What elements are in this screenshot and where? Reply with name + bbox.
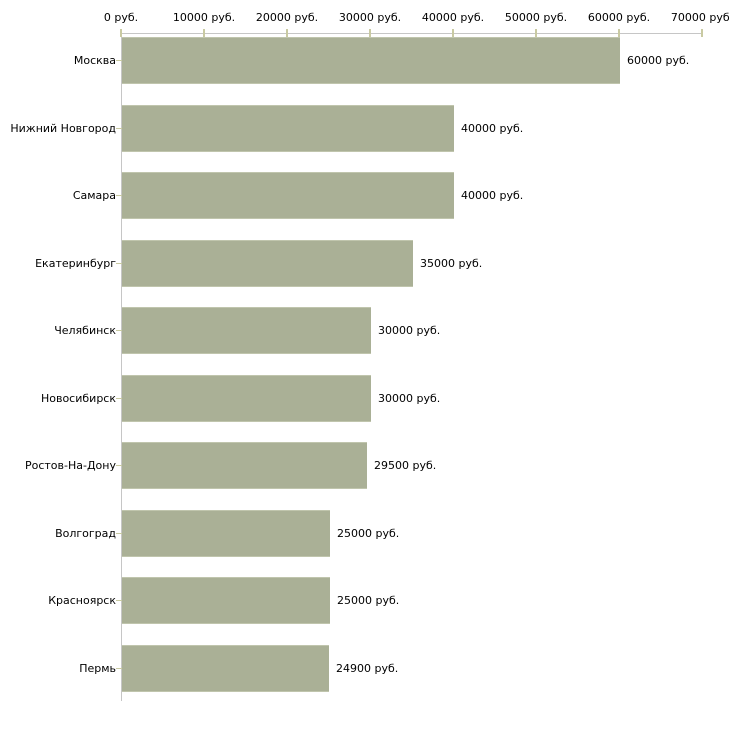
x-axis-tick-label: 60000 руб. — [587, 11, 651, 24]
value-label: 25000 руб. — [337, 527, 400, 540]
x-axis-tick — [286, 29, 288, 37]
bar — [122, 37, 620, 84]
x-axis-tick — [452, 29, 454, 37]
x-axis-tick-label: 0 руб. — [103, 11, 139, 24]
value-label: 60000 руб. — [627, 54, 690, 67]
x-axis-tick-label: 10000 руб. — [172, 11, 236, 24]
value-label: 35000 руб. — [420, 257, 483, 270]
value-label: 40000 руб. — [461, 122, 524, 135]
bar — [122, 645, 329, 692]
category-label: Новосибирск — [40, 392, 116, 405]
x-axis-tick — [203, 29, 205, 37]
category-label: Самара — [72, 189, 116, 202]
category-label: Ростов-На-Дону — [24, 459, 116, 472]
x-axis-tick — [535, 29, 537, 37]
value-label: 30000 руб. — [378, 324, 441, 337]
value-label: 29500 руб. — [374, 459, 437, 472]
x-axis-line — [121, 33, 703, 34]
y-axis-tick — [116, 465, 122, 466]
value-label: 24900 руб. — [336, 662, 399, 675]
y-axis-tick — [116, 533, 122, 534]
x-axis-tick-label: 70000 руб. — [670, 11, 730, 24]
bar — [122, 375, 371, 422]
bar — [122, 172, 454, 219]
bar — [122, 442, 367, 489]
y-axis-tick — [116, 600, 122, 601]
bar — [122, 307, 371, 354]
y-axis-tick — [116, 195, 122, 196]
x-axis-tick — [120, 29, 122, 37]
y-axis-line — [121, 33, 122, 701]
x-axis-tick-label: 40000 руб. — [421, 11, 485, 24]
y-axis-tick — [116, 263, 122, 264]
value-label: 30000 руб. — [378, 392, 441, 405]
y-axis-tick — [116, 60, 122, 61]
category-label: Красноярск — [48, 594, 116, 607]
y-axis-tick — [116, 668, 122, 669]
value-label: 25000 руб. — [337, 594, 400, 607]
x-axis-tick — [701, 29, 703, 37]
x-axis-tick-label: 20000 руб. — [255, 11, 319, 24]
category-label: Волгоград — [55, 527, 116, 540]
y-axis-tick — [116, 128, 122, 129]
category-label: Москва — [73, 54, 116, 67]
bar — [122, 105, 454, 152]
category-label: Нижний Новгород — [10, 122, 116, 135]
value-label: 40000 руб. — [461, 189, 524, 202]
bar — [122, 510, 330, 557]
category-label: Челябинск — [54, 324, 116, 337]
x-axis-tick-label: 50000 руб. — [504, 11, 568, 24]
y-axis-tick — [116, 330, 122, 331]
bar — [122, 577, 330, 624]
category-label: Пермь — [79, 662, 116, 675]
y-axis-tick — [116, 398, 122, 399]
x-axis-tick — [369, 29, 371, 37]
bar — [122, 240, 413, 287]
x-axis-tick-label: 30000 руб. — [338, 11, 402, 24]
category-label: Екатеринбург — [35, 257, 116, 270]
x-axis-tick — [618, 29, 620, 37]
